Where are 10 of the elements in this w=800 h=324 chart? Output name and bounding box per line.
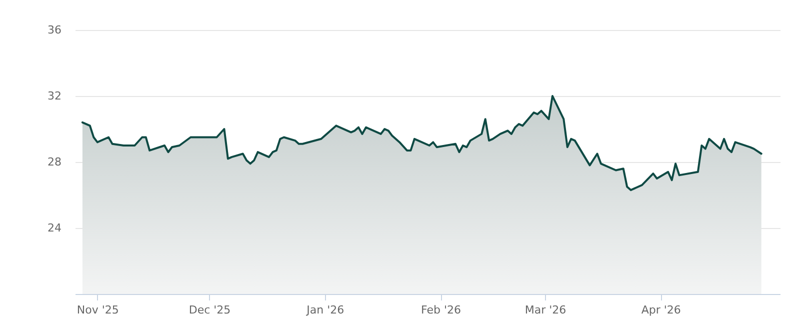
x-tick-label: Dec '25 <box>188 304 231 316</box>
x-tick-label: Jan '26 <box>306 304 344 316</box>
x-tick-label: Apr '26 <box>641 304 681 316</box>
x-tick-label: Feb '26 <box>421 304 462 316</box>
x-tick-label: Nov '25 <box>76 304 119 316</box>
y-tick-label: 24 <box>48 222 62 234</box>
x-tick-label: Mar '26 <box>524 304 566 316</box>
y-tick-label: 28 <box>48 156 62 168</box>
y-tick-label: 32 <box>48 90 62 102</box>
y-tick-label: 36 <box>48 24 62 36</box>
